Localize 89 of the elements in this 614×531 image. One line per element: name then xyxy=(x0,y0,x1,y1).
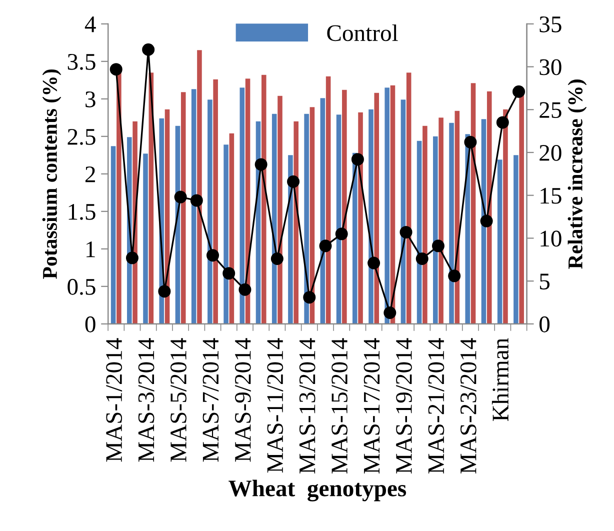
bar xyxy=(224,144,228,324)
legend-label: Control xyxy=(327,24,398,42)
x-tick-label: MAS-11/2014 xyxy=(267,338,284,473)
x-tick-label: MAS-15/2014 xyxy=(332,338,348,474)
y2-tick-label: 20 xyxy=(540,144,562,161)
bar xyxy=(497,160,502,324)
y-tick-label: 0 xyxy=(85,316,96,332)
bar xyxy=(384,88,390,324)
x-tick-label: Khirman xyxy=(492,338,509,422)
bar xyxy=(180,92,186,324)
bar xyxy=(514,155,518,324)
point xyxy=(190,194,203,207)
y-tick-label: 2 xyxy=(85,166,95,182)
bar xyxy=(208,100,212,324)
point xyxy=(222,267,236,280)
point xyxy=(238,283,252,296)
bar xyxy=(110,146,116,324)
point xyxy=(432,240,444,252)
y2-axis-title: Relative increase (%) xyxy=(568,80,587,269)
point xyxy=(158,285,171,298)
point xyxy=(368,256,380,270)
x-tick-label: MAS-13/2014 xyxy=(299,338,316,474)
bar xyxy=(374,92,380,324)
y-tick-label: 0.5 xyxy=(68,278,96,295)
point xyxy=(110,63,122,76)
point xyxy=(254,158,268,171)
y-axis-title: Potassium contents (%) xyxy=(42,70,62,279)
bar xyxy=(358,112,363,324)
point xyxy=(174,190,187,204)
y-tick-label: 2.5 xyxy=(68,128,96,145)
point xyxy=(384,306,396,320)
bar xyxy=(240,88,245,324)
bar xyxy=(294,121,298,324)
point xyxy=(270,252,284,266)
point xyxy=(335,228,348,240)
bar xyxy=(368,109,374,324)
y2-tick-label: 5 xyxy=(540,274,550,290)
point xyxy=(287,175,300,188)
y-tick-label: 1 xyxy=(86,242,95,258)
bar xyxy=(143,154,148,324)
bar xyxy=(486,91,492,324)
bar xyxy=(272,114,277,324)
point xyxy=(448,270,461,282)
x-tick-label: MAS-17/2014 xyxy=(364,338,380,474)
point xyxy=(319,240,332,252)
y2-tick-label: 10 xyxy=(540,230,562,247)
x-tick-label: MAS-9/2014 xyxy=(234,338,251,462)
y-tick-label: 3.5 xyxy=(68,54,96,70)
x-tick-label: MAS-19/2014 xyxy=(396,338,412,474)
x-tick-label: MAS-7/2014 xyxy=(202,338,219,462)
bar xyxy=(191,89,196,324)
y2-tick-label: 35 xyxy=(540,16,562,32)
x-tick-label: MAS-21/2014 xyxy=(428,338,444,474)
y-tick-label: 1.5 xyxy=(68,204,96,220)
point xyxy=(206,249,219,262)
point xyxy=(400,226,412,238)
point xyxy=(416,252,428,266)
point xyxy=(142,43,155,56)
point xyxy=(480,214,493,228)
x-tick-label: MAS-1/2014 xyxy=(106,338,122,462)
y2-tick-label: 30 xyxy=(540,59,562,76)
bar xyxy=(326,76,331,324)
bar xyxy=(116,72,122,324)
point xyxy=(464,136,477,148)
point xyxy=(496,116,509,129)
y-tick-label: 4 xyxy=(84,16,96,32)
y2-tick-label: 15 xyxy=(540,188,562,204)
point xyxy=(512,85,526,98)
bar xyxy=(342,90,347,324)
bar xyxy=(449,122,454,324)
point xyxy=(126,252,138,264)
point xyxy=(303,291,316,304)
x-tick-label: MAS-23/2014 xyxy=(460,338,476,474)
y-tick-label: 3 xyxy=(86,91,96,108)
bar xyxy=(519,94,524,324)
point xyxy=(351,153,364,166)
x-tick-label: MAS-5/2014 xyxy=(170,338,186,462)
bar xyxy=(278,96,282,324)
bar xyxy=(213,79,218,324)
y2-tick-label: 0 xyxy=(540,316,550,332)
bar xyxy=(503,109,508,324)
bar xyxy=(261,74,266,324)
x-axis-title: Wheat genotypes xyxy=(228,480,406,502)
bar xyxy=(422,126,428,324)
y2-tick-label: 25 xyxy=(540,102,562,118)
bar xyxy=(433,136,438,324)
bar xyxy=(438,118,444,324)
bar xyxy=(197,50,202,324)
x-tick-label: MAS-3/2014 xyxy=(138,338,154,462)
